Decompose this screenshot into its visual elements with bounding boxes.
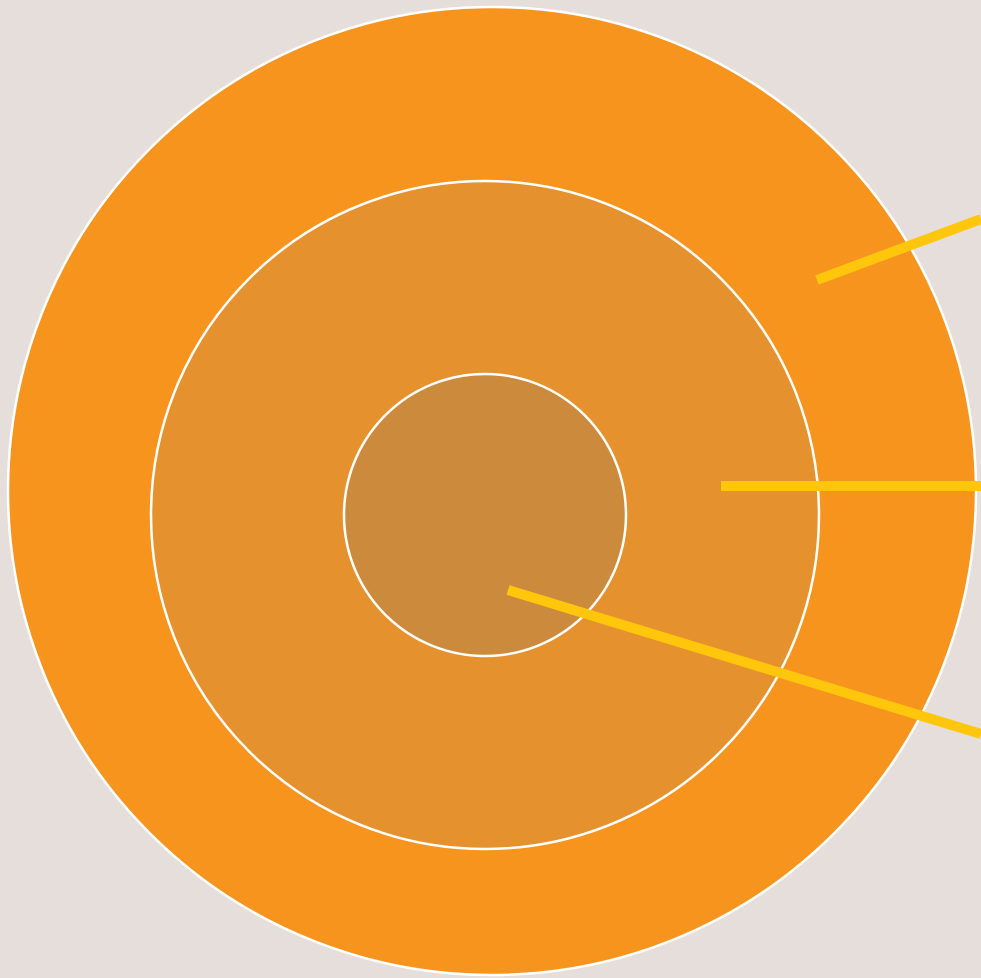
leader-line-outer [815,214,981,285]
inner-circle [342,372,628,658]
leader-line-inner [506,585,981,739]
